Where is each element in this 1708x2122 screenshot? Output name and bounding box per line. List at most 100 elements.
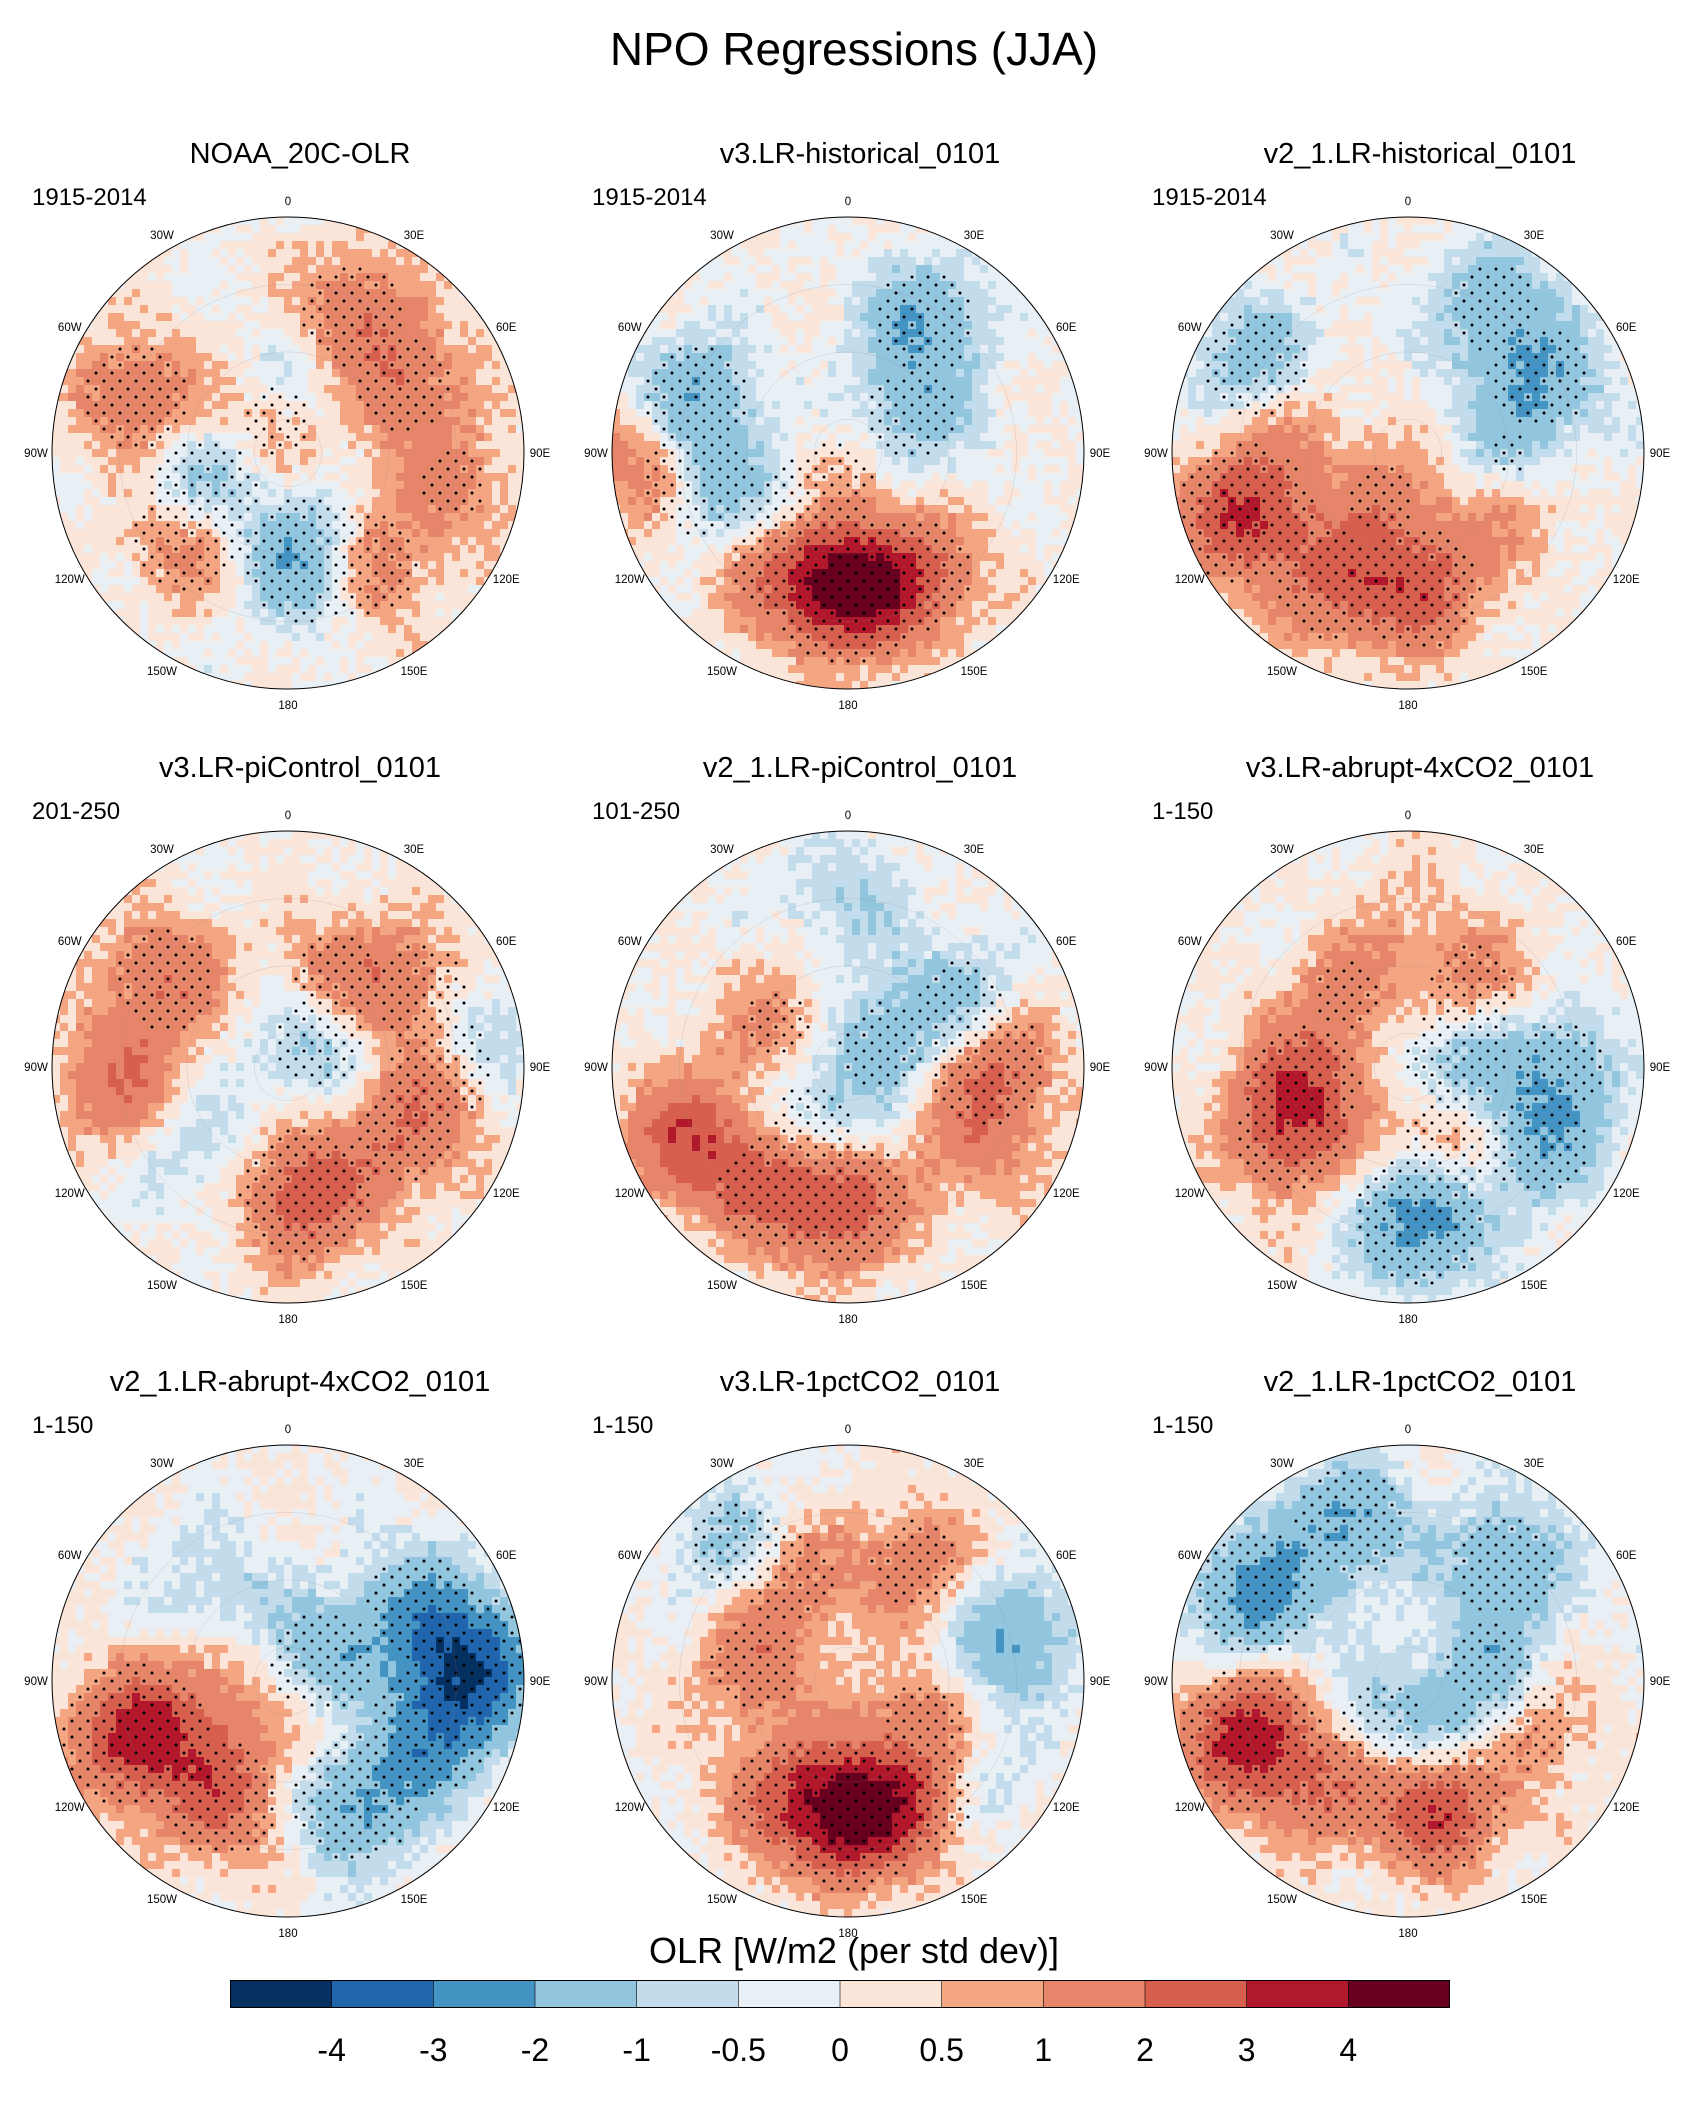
olr-cell xyxy=(716,441,725,450)
olr-cell xyxy=(444,617,453,626)
olr-cell xyxy=(788,233,797,242)
olr-cell xyxy=(356,337,365,346)
olr-cell xyxy=(324,441,333,450)
olr-cell xyxy=(468,601,477,610)
significance-dot xyxy=(886,299,890,303)
olr-cell xyxy=(164,617,173,626)
olr-cell xyxy=(740,345,749,354)
olr-cell xyxy=(940,329,949,338)
olr-cell xyxy=(420,529,429,538)
olr-cell xyxy=(404,457,413,466)
olr-cell xyxy=(252,233,261,242)
olr-cell xyxy=(780,417,789,426)
significance-dot xyxy=(302,323,306,327)
olr-cell xyxy=(980,361,989,370)
olr-cell xyxy=(228,225,237,234)
significance-dot xyxy=(286,515,290,519)
olr-cell xyxy=(396,281,405,290)
significance-dot xyxy=(366,387,370,391)
olr-cell xyxy=(268,673,277,682)
olr-cell xyxy=(52,441,61,450)
olr-cell xyxy=(684,273,693,282)
olr-cell xyxy=(348,673,357,682)
olr-cell xyxy=(372,465,381,474)
olr-cell xyxy=(76,473,85,482)
olr-cell xyxy=(116,297,125,306)
olr-cell xyxy=(316,521,325,530)
significance-dot xyxy=(206,483,210,487)
olr-cell xyxy=(172,569,181,578)
olr-cell xyxy=(340,665,349,674)
significance-dot xyxy=(182,507,186,511)
olr-cell xyxy=(188,521,197,530)
olr-cell xyxy=(692,297,701,306)
olr-cell xyxy=(956,313,965,322)
significance-dot xyxy=(206,563,210,567)
olr-cell xyxy=(676,329,685,338)
olr-cell xyxy=(676,337,685,346)
olr-cell xyxy=(228,249,237,258)
olr-cell xyxy=(92,473,101,482)
significance-dot xyxy=(926,307,930,311)
olr-cell xyxy=(476,521,485,530)
olr-cell xyxy=(1036,353,1045,362)
olr-cell xyxy=(284,657,293,666)
olr-cell xyxy=(212,337,221,346)
olr-cell xyxy=(1036,417,1045,426)
olr-cell xyxy=(852,265,861,274)
olr-cell xyxy=(396,313,405,322)
olr-cell xyxy=(748,249,757,258)
olr-cell xyxy=(300,641,309,650)
significance-dot xyxy=(166,379,170,383)
olr-cell xyxy=(748,289,757,298)
olr-cell xyxy=(332,401,341,410)
significance-dot xyxy=(150,347,154,351)
olr-cell xyxy=(964,385,973,394)
olr-cell xyxy=(1028,345,1037,354)
olr-cell xyxy=(252,489,261,498)
olr-cell xyxy=(708,329,717,338)
olr-cell xyxy=(356,505,365,514)
olr-cell xyxy=(436,441,445,450)
olr-cell xyxy=(108,457,117,466)
olr-cell xyxy=(276,217,285,226)
significance-dot xyxy=(342,331,346,335)
olr-cell xyxy=(292,673,301,682)
olr-cell xyxy=(116,465,125,474)
olr-cell xyxy=(852,433,861,442)
olr-cell xyxy=(500,537,509,546)
olr-cell xyxy=(436,369,445,378)
olr-cell xyxy=(212,601,221,610)
olr-cell xyxy=(292,465,301,474)
olr-cell xyxy=(420,617,429,626)
olr-cell xyxy=(244,625,253,634)
olr-cell xyxy=(140,457,149,466)
olr-cell xyxy=(260,449,269,458)
olr-cell xyxy=(332,425,341,434)
olr-cell xyxy=(876,289,885,298)
olr-cell xyxy=(460,529,469,538)
olr-cell xyxy=(388,457,397,466)
olr-cell xyxy=(356,473,365,482)
olr-cell xyxy=(108,537,117,546)
olr-cell xyxy=(988,273,997,282)
olr-cell xyxy=(1012,385,1021,394)
significance-dot xyxy=(342,267,346,271)
olr-cell xyxy=(484,521,493,530)
olr-cell xyxy=(948,353,957,362)
olr-cell xyxy=(92,457,101,466)
olr-cell xyxy=(156,441,165,450)
olr-cell xyxy=(372,545,381,554)
olr-cell xyxy=(852,321,861,330)
olr-cell xyxy=(348,457,357,466)
significance-dot xyxy=(270,451,274,455)
olr-cell xyxy=(268,345,277,354)
olr-cell xyxy=(484,553,493,562)
olr-cell xyxy=(68,441,77,450)
significance-dot xyxy=(246,411,250,415)
olr-cell xyxy=(660,329,669,338)
olr-cell xyxy=(292,337,301,346)
olr-cell xyxy=(132,473,141,482)
olr-cell xyxy=(244,273,253,282)
olr-cell xyxy=(740,401,749,410)
